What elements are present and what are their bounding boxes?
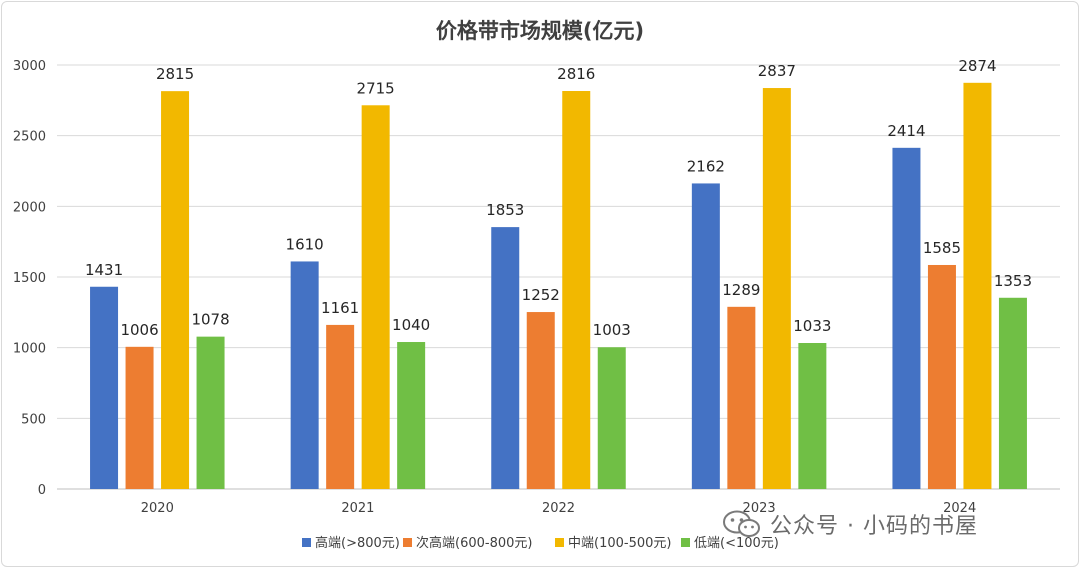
- data-label: 1078: [191, 311, 229, 329]
- data-label: 1006: [120, 321, 158, 339]
- legend-label: 低端(<100元): [694, 536, 779, 551]
- chart-title: 价格带市场规模(亿元): [436, 19, 644, 43]
- x-tick-label: 2022: [542, 501, 575, 516]
- data-label: 1431: [85, 261, 123, 279]
- bar: [691, 183, 720, 490]
- bar: [326, 324, 355, 489]
- data-label: 1252: [522, 286, 560, 304]
- data-label: 1161: [321, 299, 359, 317]
- x-tick-label: 2021: [341, 501, 374, 516]
- data-label: 1289: [722, 281, 760, 299]
- data-label: 1853: [486, 201, 524, 219]
- bar: [161, 91, 190, 489]
- data-label: 2815: [156, 65, 194, 83]
- data-label: 1585: [923, 239, 961, 257]
- x-tick-label: 2024: [943, 501, 976, 516]
- bar: [798, 343, 827, 489]
- y-axis: 0 500 1000 1500 2000 2500 3000: [13, 59, 46, 498]
- y-tick-label: 3000: [13, 59, 46, 74]
- data-label: 1610: [286, 235, 324, 253]
- legend-item: 次高端(600-800元): [403, 535, 532, 551]
- legend-swatch: [555, 538, 564, 547]
- legend-item: 中端(100-500元): [555, 536, 671, 551]
- legend-label: 中端(100-500元): [568, 536, 671, 551]
- x-tick-label: 2020: [141, 501, 174, 516]
- watermark: 公众号 · 小码的书屋: [722, 508, 978, 540]
- bar: [361, 105, 390, 489]
- wechat-icon: [723, 510, 760, 537]
- y-tick-label: 2500: [13, 130, 46, 145]
- bar: [927, 264, 956, 489]
- bar: [963, 82, 992, 490]
- bar: [998, 297, 1027, 489]
- bar: [562, 91, 591, 489]
- bars: 1431 1006 2815 1078 1610 1161 2715 1040 1853 1252…: [85, 57, 1032, 490]
- data-label: 2874: [958, 57, 996, 75]
- bar: [762, 88, 791, 490]
- bar: [892, 147, 921, 489]
- x-tick-label: 2023: [743, 501, 776, 516]
- data-label: 2715: [357, 79, 395, 97]
- legend-item: 高端(>800元): [302, 535, 400, 551]
- data-label: 1033: [793, 317, 831, 335]
- legend-item: 低端(<100元): [681, 536, 779, 551]
- y-tick-label: 500: [21, 412, 46, 427]
- y-tick-label: 1500: [13, 271, 46, 286]
- bar: [491, 227, 520, 490]
- watermark-text: 公众号 · 小码的书屋: [770, 514, 978, 539]
- legend-swatch: [302, 538, 311, 547]
- bar: [526, 312, 555, 489]
- legend-label: 高端(>800元): [315, 535, 400, 551]
- y-tick-label: 2000: [13, 200, 46, 215]
- legend: 高端(>800元) 次高端(600-800元) 中端(100-500元) 低端(<10…: [302, 535, 779, 551]
- y-tick-label: 1000: [13, 342, 46, 357]
- data-label: 2816: [557, 65, 595, 83]
- legend-swatch: [403, 538, 412, 547]
- bar: [397, 342, 426, 489]
- bar: [125, 346, 154, 489]
- bar: [290, 261, 319, 489]
- data-label: 1003: [593, 321, 631, 339]
- data-label: 2414: [887, 122, 925, 140]
- x-axis: 2020 2021 2022 2023 2024: [141, 501, 976, 516]
- data-label: 2837: [758, 62, 796, 80]
- bar: [597, 347, 626, 489]
- y-tick-label: 0: [38, 483, 46, 498]
- bar: [90, 286, 119, 489]
- legend-label: 次高端(600-800元): [416, 535, 532, 551]
- data-label: 2162: [687, 157, 725, 175]
- data-label: 1353: [994, 272, 1032, 290]
- bar: [727, 306, 756, 489]
- bar: [196, 336, 225, 489]
- data-label: 1040: [392, 316, 430, 334]
- legend-swatch: [681, 538, 690, 547]
